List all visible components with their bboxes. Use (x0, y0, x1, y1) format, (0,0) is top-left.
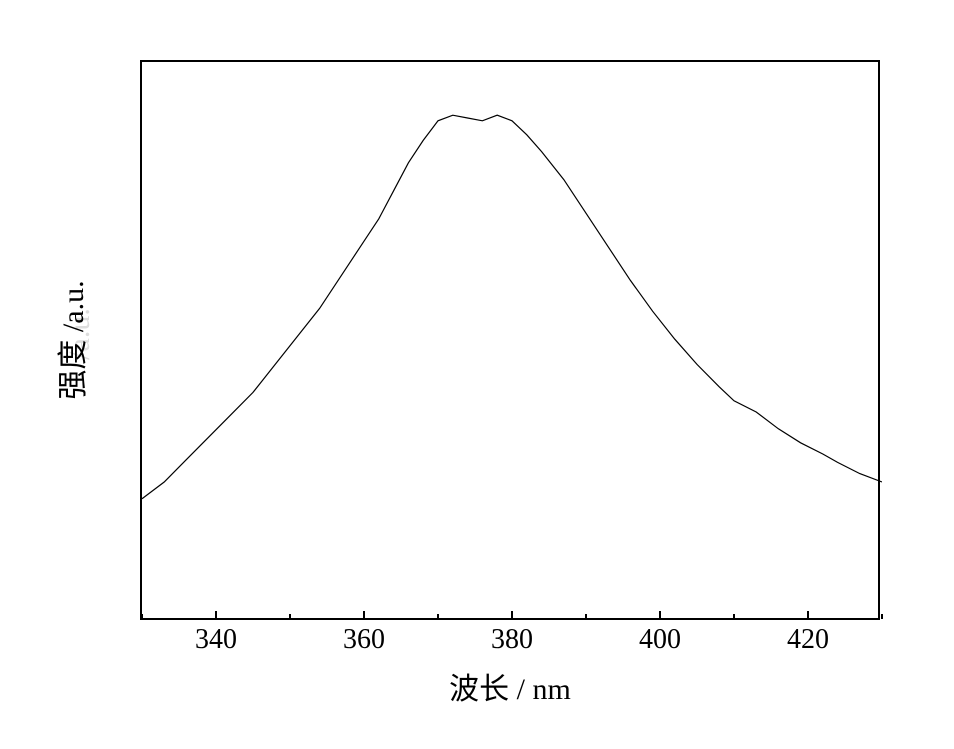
x-tick-minor (733, 614, 735, 619)
x-tick-major (659, 611, 661, 619)
x-tick-minor (141, 614, 143, 619)
y-axis-label: 强度 /a.u. (48, 280, 92, 399)
x-tick-minor (437, 614, 439, 619)
plot-area: 340360380400420 (140, 60, 880, 620)
x-tick-label: 340 (195, 624, 237, 656)
x-tick-major (215, 611, 217, 619)
x-axis-label: 波长 / nm (449, 664, 571, 708)
x-tick-label: 400 (639, 624, 681, 656)
x-tick-major (807, 611, 809, 619)
x-tick-label: 360 (343, 624, 385, 656)
chart-container: 340360380400420 /a.u. 强度 /a.u. 波长 / nm (140, 60, 880, 620)
x-tick-minor (289, 614, 291, 619)
x-tick-minor (881, 614, 883, 619)
x-tick-major (363, 611, 365, 619)
x-tick-minor (585, 614, 587, 619)
x-tick-label: 380 (491, 624, 533, 656)
spectrum-curve (142, 62, 882, 622)
x-tick-label: 420 (787, 624, 829, 656)
x-tick-major (511, 611, 513, 619)
